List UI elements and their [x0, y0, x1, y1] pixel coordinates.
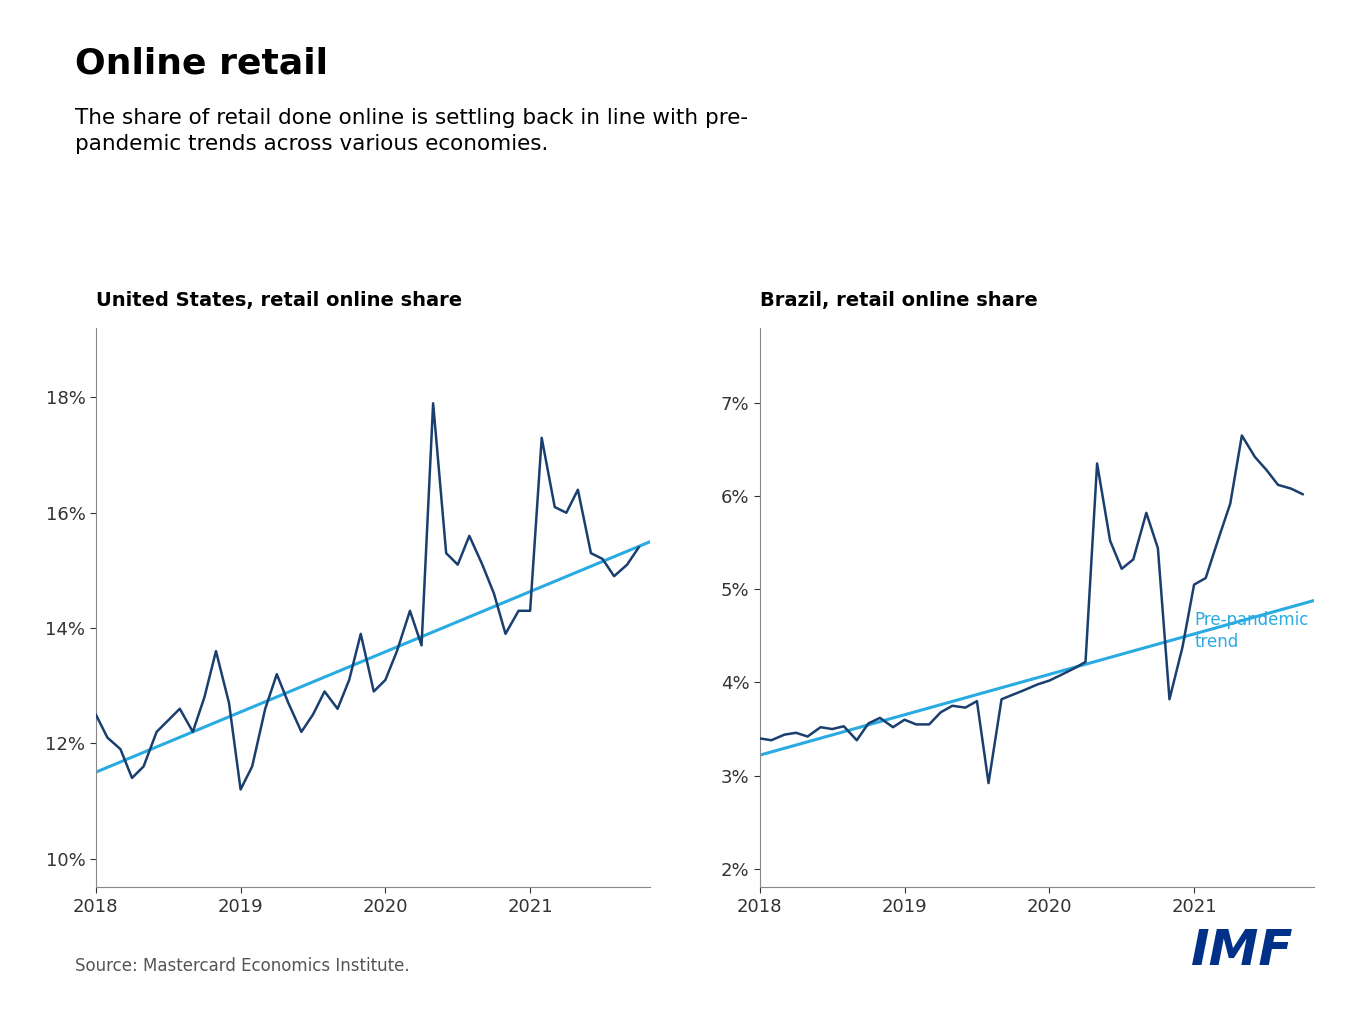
Text: IMF: IMF [1191, 926, 1294, 975]
Text: Online retail: Online retail [75, 46, 329, 80]
Text: Brazil, retail online share: Brazil, retail online share [760, 290, 1038, 310]
Text: Source: Mastercard Economics Institute.: Source: Mastercard Economics Institute. [75, 956, 409, 975]
Text: United States, retail online share: United States, retail online share [96, 290, 461, 310]
Text: Pre-pandemic
trend: Pre-pandemic trend [1194, 611, 1309, 652]
Text: The share of retail done online is settling back in line with pre-
pandemic tren: The share of retail done online is settl… [75, 108, 749, 154]
